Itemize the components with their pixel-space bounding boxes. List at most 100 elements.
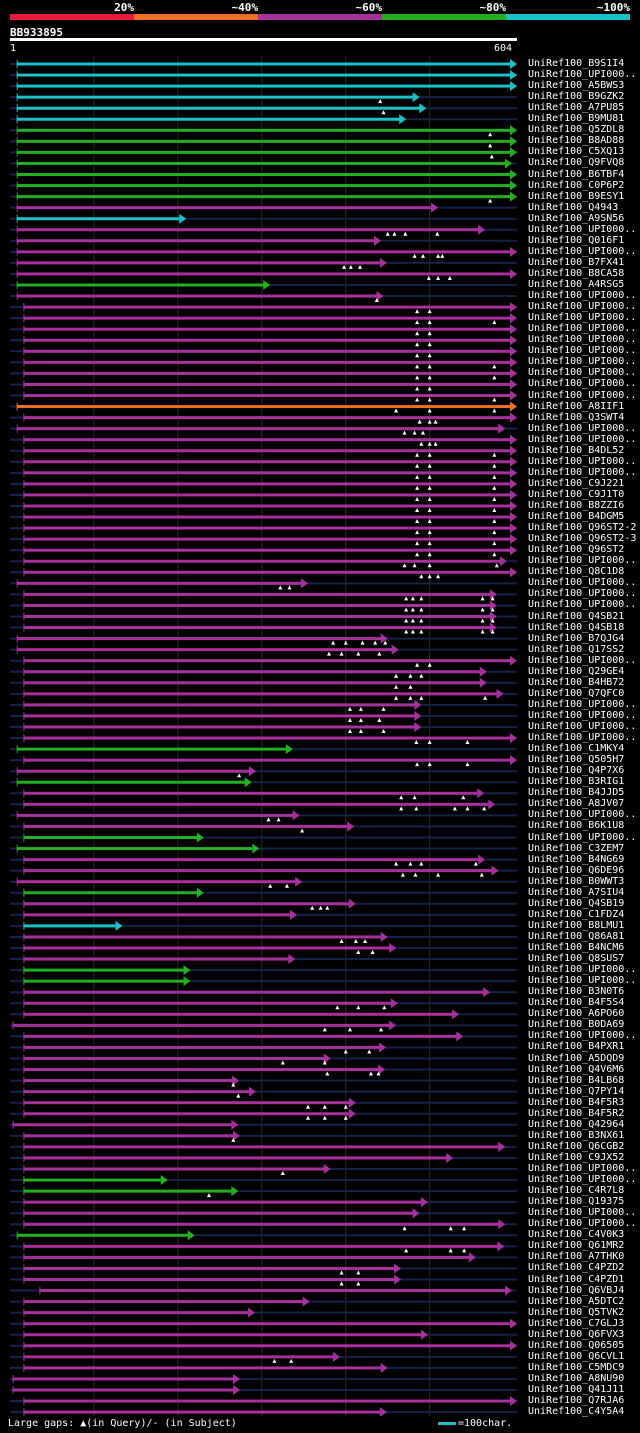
hit-label[interactable]: UniRef100_Q06505 [528,1339,625,1351]
hit-label[interactable]: UniRef100_UPI000.. [528,367,637,379]
hit-label[interactable]: UniRef100_UPI000.. [528,964,637,976]
hit-label[interactable]: UniRef100_A4RSG5 [528,279,625,290]
hit-label[interactable]: UniRef100_UPI000.. [528,301,637,313]
hit-label[interactable]: UniRef100_UPI000.. [528,69,637,81]
hit-label[interactable]: UniRef100_UPI000.. [528,1218,637,1230]
hit-row[interactable] [10,1407,517,1416]
hit-label[interactable]: UniRef100_UPI000.. [528,433,637,445]
hit-row[interactable] [10,832,517,843]
hit-row[interactable] [10,600,517,612]
hit-row[interactable] [10,965,517,976]
hit-label[interactable]: UniRef100_A6PO60 [528,1008,625,1020]
hit-label[interactable]: UniRef100_Q42964 [528,1118,625,1130]
hit-row[interactable] [10,898,517,910]
hit-row[interactable] [10,677,517,689]
hit-label[interactable]: UniRef100_UPI000.. [528,654,637,666]
hit-label[interactable]: UniRef100_C5XQ13 [528,146,625,158]
hit-row[interactable] [10,545,517,557]
hit-label[interactable]: UniRef100_A9SN56 [528,212,625,224]
hit-row[interactable] [10,1064,517,1076]
hit-label[interactable]: UniRef100_UPI000.. [528,1207,637,1219]
hit-label[interactable]: UniRef100_C1MKY4 [528,743,625,755]
hit-row[interactable] [10,744,517,755]
hit-label[interactable]: UniRef100_Q19375 [528,1196,625,1208]
hit-row[interactable] [10,987,517,998]
hit-row[interactable] [10,865,517,877]
hit-label[interactable]: UniRef100_Q29GE4 [528,665,625,677]
hit-row[interactable] [10,523,517,535]
hit-row[interactable] [10,191,517,203]
hit-row[interactable] [10,379,517,391]
hit-row[interactable] [10,710,517,722]
hit-label[interactable]: UniRef100_B3N0T6 [528,986,625,998]
hit-label[interactable]: UniRef100_B4DGM5 [528,511,625,523]
hit-row[interactable] [10,268,517,280]
hit-label[interactable]: UniRef100_B8AD88 [528,135,625,147]
hit-label[interactable]: UniRef100_B6K1U8 [528,820,625,832]
hit-label[interactable]: UniRef100_C7GLJ3 [528,1317,625,1329]
hit-label[interactable]: UniRef100_B4JJD5 [528,787,625,799]
hit-row[interactable] [10,501,517,512]
hit-row[interactable] [10,733,517,745]
hit-row[interactable] [10,1274,517,1286]
hit-row[interactable] [10,799,517,811]
hit-row[interactable] [10,854,517,866]
hit-row[interactable] [10,489,517,501]
hit-row[interactable] [10,1396,517,1407]
hit-label[interactable]: UniRef100_UPI000.. [528,1174,637,1186]
hit-row[interactable] [10,909,517,920]
hit-label[interactable]: UniRef100_UPI000.. [528,1030,637,1042]
hit-label[interactable]: UniRef100_C4Y5A4 [528,1406,625,1418]
hit-label[interactable]: UniRef100_B3NX61 [528,1129,625,1141]
hit-label[interactable]: UniRef100_B6TBF4 [528,168,625,180]
hit-row[interactable] [10,302,517,314]
hit-label[interactable]: UniRef100_UPI000.. [528,455,637,467]
hit-row[interactable] [10,158,517,169]
hit-row[interactable] [10,512,517,524]
hit-label[interactable]: UniRef100_Q5ZDL8 [528,124,625,136]
hit-row[interactable] [10,943,517,954]
hit-row[interactable] [10,202,517,213]
hit-label[interactable]: UniRef100_UPI000.. [528,356,637,368]
hit-label[interactable]: UniRef100_Q6CVL1 [528,1350,625,1362]
hit-label[interactable]: UniRef100_C9JX52 [528,1151,625,1163]
hit-label[interactable]: UniRef100_B9GZK2 [528,91,625,103]
hit-label[interactable]: UniRef100_Q505H7 [528,754,625,766]
hit-label[interactable]: UniRef100_UPI000.. [528,1163,637,1174]
hit-label[interactable]: UniRef100_A7SIU4 [528,886,625,898]
hit-row[interactable] [10,1097,517,1109]
hit-row[interactable] [10,611,517,623]
hit-row[interactable] [10,280,517,290]
hit-row[interactable] [10,1373,517,1384]
hit-label[interactable]: UniRef100_Q5TVK2 [528,1306,625,1318]
hit-row[interactable] [10,1141,517,1152]
hit-row[interactable] [10,103,517,115]
hit-label[interactable]: UniRef100_A5DTC2 [528,1295,625,1307]
hit-label[interactable]: UniRef100_UPI000.. [528,466,637,478]
hit-row[interactable] [10,346,517,358]
hit-label[interactable]: UniRef100_B8CA58 [528,267,625,279]
hit-row[interactable] [10,954,517,965]
hit-row[interactable] [10,1175,517,1186]
hit-label[interactable]: UniRef100_UPI000.. [528,831,637,843]
hit-row[interactable] [10,644,517,656]
hit-row[interactable] [10,92,517,104]
hit-row[interactable] [10,887,517,898]
hit-row[interactable] [10,324,517,336]
hit-label[interactable]: UniRef100_C1FDZ4 [528,908,625,920]
hit-label[interactable]: UniRef100_UPI000.. [528,732,637,744]
hit-label[interactable]: UniRef100_UPI000.. [528,588,637,600]
hit-row[interactable] [10,589,517,601]
hit-row[interactable] [10,125,517,137]
hit-row[interactable] [10,876,517,888]
hit-row[interactable] [10,1053,517,1065]
hit-label[interactable]: UniRef100_UPI000.. [528,223,637,235]
hit-label[interactable]: UniRef100_C3ZEM7 [528,842,625,854]
hit-row[interactable] [10,246,517,258]
hit-row[interactable] [10,920,517,931]
hit-label[interactable]: UniRef100_UPI000.. [528,577,637,589]
hit-row[interactable] [10,1186,517,1198]
hit-row[interactable] [10,1318,517,1329]
hit-row[interactable] [10,578,517,590]
hit-row[interactable] [10,1385,517,1395]
